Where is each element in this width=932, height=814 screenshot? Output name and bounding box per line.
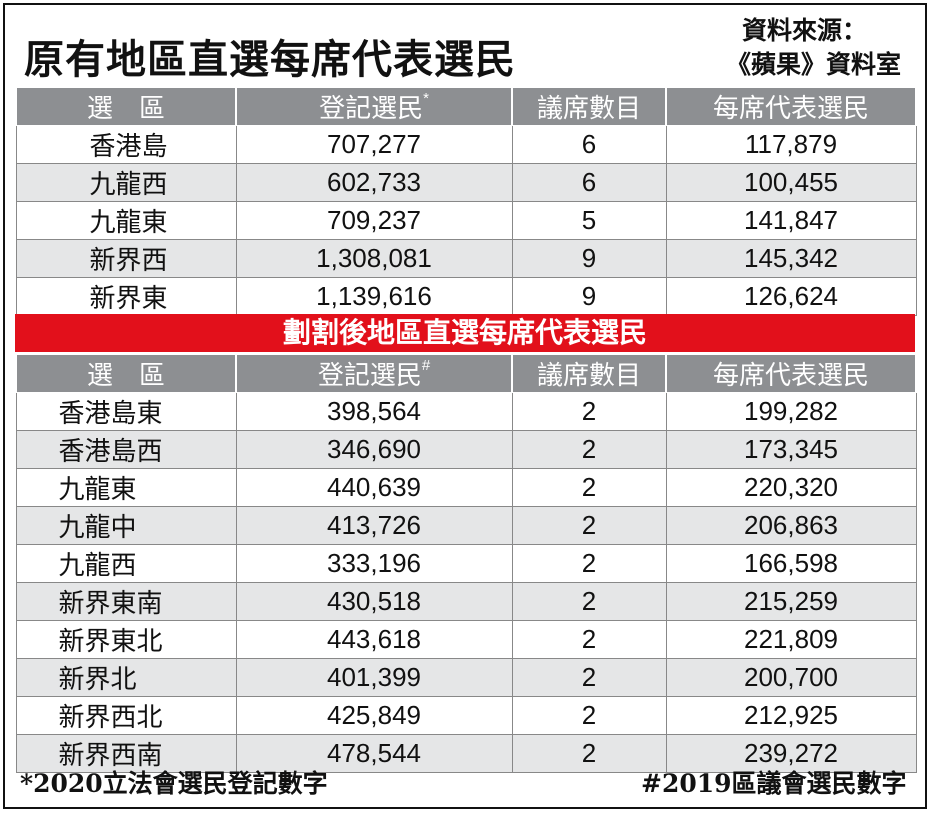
voters-per-seat-cell: 100,455 — [665, 163, 917, 202]
table-row: 九龍西 333,196 2 166,598 — [15, 544, 917, 583]
registered-voters-cell: 401,399 — [235, 658, 513, 697]
district-cell: 新界北 — [15, 658, 237, 697]
registered-voters-cell: 430,518 — [235, 582, 513, 621]
voters-per-seat-cell: 220,320 — [665, 468, 917, 507]
district-cell: 香港島西 — [15, 430, 237, 469]
source-name: 《蘋果》資料室 — [726, 50, 902, 79]
seats-cell: 2 — [511, 430, 667, 469]
voters-per-seat-cell: 199,282 — [665, 392, 917, 431]
footnote-2020-registration: *2020立法會選民登記數字 — [20, 769, 328, 798]
voters-per-seat-cell: 215,259 — [665, 582, 917, 621]
registered-voters-cell: 413,726 — [235, 506, 513, 545]
district-cell: 九龍西 — [15, 163, 237, 202]
page-title: 原有地區直選每席代表選民 — [24, 37, 516, 83]
table-row: 九龍中 413,726 2 206,863 — [15, 506, 917, 545]
seats-cell: 2 — [511, 392, 667, 431]
table-row: 新界東南 430,518 2 215,259 — [15, 582, 917, 621]
voters-per-seat-cell: 145,342 — [665, 239, 917, 278]
original-districts-table: 選 區 登記選民* 議席數目 每席代表選民 香港島 707,277 6 117,879… — [15, 87, 917, 316]
seats-cell: 9 — [511, 277, 667, 316]
seats-cell: 6 — [511, 163, 667, 202]
registered-voters-cell: 709,237 — [235, 201, 513, 240]
registered-voters-cell: 707,277 — [235, 125, 513, 164]
table-row: 新界西北 425,849 2 212,925 — [15, 696, 917, 735]
seats-cell: 2 — [511, 544, 667, 583]
header-registered-voters: 登記選民* — [235, 87, 513, 126]
header-seats: 議席數目 — [511, 354, 667, 393]
district-cell: 九龍中 — [15, 506, 237, 545]
district-cell: 新界東 — [15, 277, 237, 316]
table-row: 香港島東 398,564 2 199,282 — [15, 392, 917, 431]
voters-per-seat-cell: 206,863 — [665, 506, 917, 545]
district-cell: 九龍西 — [15, 544, 237, 583]
table-row: 新界東北 443,618 2 221,809 — [15, 620, 917, 659]
source-label: 資料來源： — [742, 16, 868, 45]
header-registered-voters: 登記選民# — [235, 354, 513, 393]
asterisk-mark: * — [423, 90, 429, 107]
table-row: 九龍東 440,639 2 220,320 — [15, 468, 917, 507]
registered-voters-cell: 478,544 — [235, 734, 513, 773]
registered-voters-cell: 1,308,081 — [235, 239, 513, 278]
voters-per-seat-cell: 166,598 — [665, 544, 917, 583]
footnote-2019-district-council: #2019區議會選民數字 — [641, 769, 907, 798]
seats-cell: 2 — [511, 734, 667, 773]
hash-mark: # — [421, 357, 431, 374]
header-registered-voters-label: 登記選民 — [319, 93, 424, 123]
seats-cell: 9 — [511, 239, 667, 278]
district-cell: 香港島 — [15, 125, 237, 164]
voters-per-seat-cell: 212,925 — [665, 696, 917, 735]
registered-voters-cell: 443,618 — [235, 620, 513, 659]
voters-per-seat-cell: 117,879 — [665, 125, 917, 164]
registered-voters-cell: 398,564 — [235, 392, 513, 431]
registered-voters-cell: 440,639 — [235, 468, 513, 507]
district-cell: 新界西北 — [15, 696, 237, 735]
district-cell: 新界西南 — [15, 734, 237, 773]
table-row: 香港島 707,277 6 117,879 — [15, 125, 917, 164]
registered-voters-cell: 333,196 — [235, 544, 513, 583]
table-header-row: 選 區 登記選民# 議席數目 每席代表選民 — [15, 354, 917, 393]
voters-per-seat-cell: 200,700 — [665, 658, 917, 697]
district-cell: 新界西 — [15, 239, 237, 278]
seats-cell: 2 — [511, 620, 667, 659]
table-header-row: 選 區 登記選民* 議席數目 每席代表選民 — [15, 87, 917, 126]
table-row: 九龍東 709,237 5 141,847 — [15, 201, 917, 240]
voters-per-seat-cell: 173,345 — [665, 430, 917, 469]
section-banner: 劃割後地區直選每席代表選民 — [15, 314, 915, 352]
district-cell: 新界東南 — [15, 582, 237, 621]
voters-per-seat-cell: 126,624 — [665, 277, 917, 316]
header-seats: 議席數目 — [511, 87, 667, 126]
seats-cell: 2 — [511, 506, 667, 545]
voters-per-seat-cell: 239,272 — [665, 734, 917, 773]
table-row: 九龍西 602,733 6 100,455 — [15, 163, 917, 202]
header-district: 選 區 — [15, 354, 237, 393]
header-district: 選 區 — [15, 87, 237, 126]
seats-cell: 5 — [511, 201, 667, 240]
header-registered-voters-label: 登記選民 — [317, 360, 422, 390]
table-row: 新界西南 478,544 2 239,272 — [15, 734, 917, 773]
registered-voters-cell: 346,690 — [235, 430, 513, 469]
table-row: 新界北 401,399 2 200,700 — [15, 658, 917, 697]
district-cell: 香港島東 — [15, 392, 237, 431]
seats-cell: 2 — [511, 582, 667, 621]
district-cell: 九龍東 — [15, 201, 237, 240]
voters-per-seat-cell: 221,809 — [665, 620, 917, 659]
seats-cell: 2 — [511, 658, 667, 697]
header-voters-per-seat: 每席代表選民 — [665, 87, 917, 126]
district-cell: 九龍東 — [15, 468, 237, 507]
registered-voters-cell: 425,849 — [235, 696, 513, 735]
table-row: 新界西 1,308,081 9 145,342 — [15, 239, 917, 278]
table-row: 香港島西 346,690 2 173,345 — [15, 430, 917, 469]
registered-voters-cell: 1,139,616 — [235, 277, 513, 316]
district-cell: 新界東北 — [15, 620, 237, 659]
seats-cell: 2 — [511, 468, 667, 507]
registered-voters-cell: 602,733 — [235, 163, 513, 202]
redistricted-table: 選 區 登記選民# 議席數目 每席代表選民 香港島東 398,564 2 199,28… — [15, 354, 917, 773]
voters-per-seat-cell: 141,847 — [665, 201, 917, 240]
table-row: 新界東 1,139,616 9 126,624 — [15, 277, 917, 316]
seats-cell: 2 — [511, 696, 667, 735]
seats-cell: 6 — [511, 125, 667, 164]
header-voters-per-seat: 每席代表選民 — [665, 354, 917, 393]
